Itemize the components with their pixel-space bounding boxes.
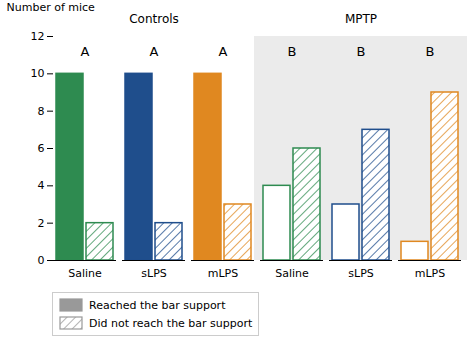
svg-text:sLPS: sLPS <box>141 267 166 280</box>
svg-text:2: 2 <box>38 217 45 230</box>
svg-text:B: B <box>426 44 435 59</box>
svg-text:Saline: Saline <box>275 267 309 280</box>
svg-text:mLPS: mLPS <box>415 267 445 280</box>
html-text:Reached the bar support: Reached the bar support <box>89 298 226 312</box>
svg-text:6: 6 <box>38 142 45 155</box>
svg-text:mLPS: mLPS <box>208 267 238 280</box>
svg-text:Number of mice: Number of mice <box>7 1 96 14</box>
svg-text:Saline: Saline <box>68 267 102 280</box>
svg-text:B: B <box>357 44 366 59</box>
svg-text:sLPS: sLPS <box>348 267 373 280</box>
html-text:Did not reach the bar support: Did not reach the bar support <box>89 316 253 330</box>
svg-text:4: 4 <box>38 179 45 192</box>
svg-text:B: B <box>288 44 297 59</box>
svg-text:12: 12 <box>31 30 45 43</box>
svg-text:MPTP: MPTP <box>345 12 377 26</box>
svg-text:8: 8 <box>38 105 45 118</box>
svg-text:10: 10 <box>31 67 45 80</box>
svg-text:A: A <box>81 44 90 59</box>
svg-text:A: A <box>150 44 159 59</box>
svg-text:Controls: Controls <box>129 12 179 26</box>
svg-text:0: 0 <box>38 254 45 267</box>
svg-text:A: A <box>219 44 228 59</box>
